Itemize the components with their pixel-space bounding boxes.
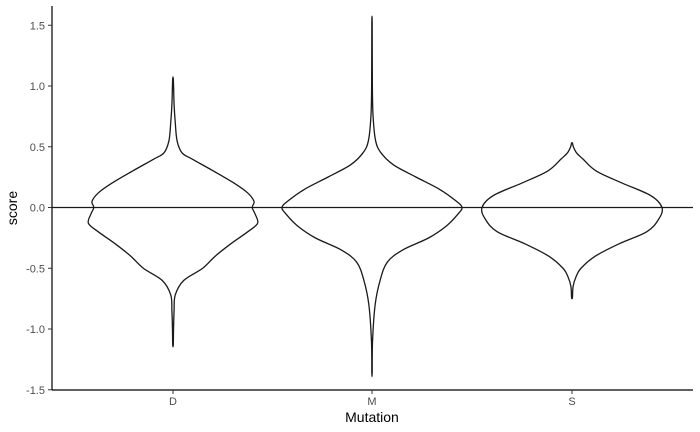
violin-S <box>480 142 664 300</box>
plot-area <box>52 15 693 378</box>
x-tick-label: M <box>367 396 376 408</box>
y-tick-label: 1.0 <box>30 81 45 93</box>
y-tick-label: 0.5 <box>30 142 45 154</box>
y-tick-label: 0.0 <box>30 203 45 215</box>
violin-M <box>281 15 463 378</box>
y-tick-label: 1.5 <box>30 20 45 32</box>
y-axis-ticks: -1.5 -1.0 -0.5 0.0 0.5 1.0 1.5 <box>26 20 52 397</box>
violin-D <box>87 76 259 348</box>
y-tick-label: -1.5 <box>26 385 45 397</box>
x-tick-label: D <box>169 396 177 408</box>
y-axis-title: score <box>4 191 20 225</box>
y-tick-label: -1.0 <box>26 324 45 336</box>
y-tick-label: -0.5 <box>26 263 45 275</box>
x-tick-label: S <box>568 396 575 408</box>
x-axis-title: Mutation <box>345 409 399 425</box>
